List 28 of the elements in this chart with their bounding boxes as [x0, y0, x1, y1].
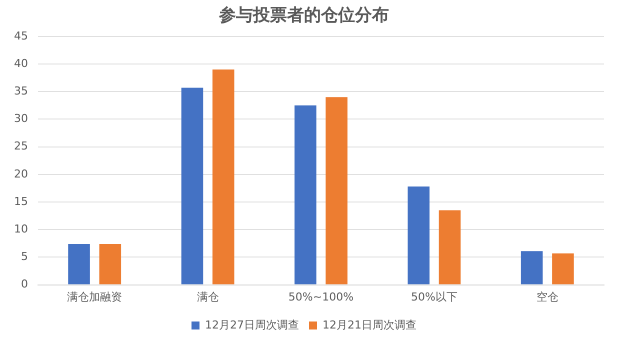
bar — [294, 105, 316, 284]
chart-title: 参与投票者的仓位分布 — [218, 6, 389, 26]
y-tick-label: 30 — [14, 112, 28, 126]
y-tick-label: 10 — [14, 222, 28, 236]
y-tick-label: 45 — [14, 29, 28, 42]
legend-label: 12月27日周次调查 — [205, 318, 300, 332]
y-tick-label: 15 — [14, 194, 28, 208]
bar — [552, 253, 574, 284]
bar — [99, 244, 122, 284]
x-tick-label: 空仓 — [536, 290, 558, 304]
bar — [68, 244, 90, 284]
y-tick-label: 25 — [14, 140, 28, 153]
x-tick-label: 满仓 — [196, 290, 219, 304]
x-tick-label: 满仓加融资 — [67, 290, 122, 304]
bar — [408, 186, 430, 284]
x-tick-label: 50%以下 — [410, 290, 458, 304]
bar — [438, 210, 461, 284]
y-tick-label: 0 — [20, 278, 28, 291]
bar — [212, 70, 234, 284]
bar — [326, 97, 348, 284]
legend-label: 12月21日周次调查 — [322, 318, 416, 332]
y-tick-label: 35 — [14, 84, 28, 98]
bar — [181, 88, 204, 284]
y-tick-label: 5 — [20, 250, 28, 264]
y-tick-label: 20 — [14, 167, 28, 180]
y-tick-label: 40 — [14, 56, 28, 70]
bar — [520, 251, 543, 284]
x-tick-label: 50%~100% — [288, 290, 354, 304]
